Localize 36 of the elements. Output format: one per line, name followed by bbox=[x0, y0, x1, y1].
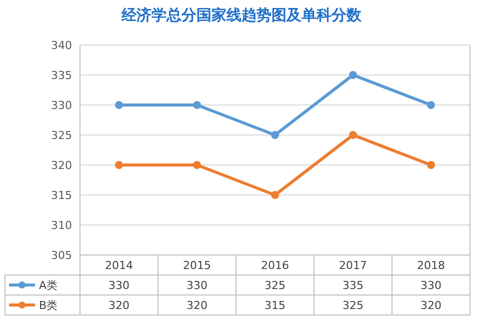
point bbox=[115, 101, 123, 109]
point bbox=[427, 101, 435, 109]
y-tick-label: 305 bbox=[51, 249, 72, 262]
data-label: 320 bbox=[186, 299, 208, 312]
x-tick-label: 2017 bbox=[339, 259, 367, 272]
x-tick-label: 2016 bbox=[261, 259, 289, 272]
data-label: 335 bbox=[342, 279, 364, 292]
x-tick-label: 2014 bbox=[105, 259, 133, 272]
point bbox=[193, 161, 201, 169]
point bbox=[271, 131, 279, 139]
data-label: 330 bbox=[420, 279, 442, 292]
data-label: 330 bbox=[186, 279, 208, 292]
legend-label: B类 bbox=[39, 299, 58, 312]
legend-label: A类 bbox=[39, 279, 58, 292]
point bbox=[349, 71, 357, 79]
y-tick-label: 330 bbox=[51, 99, 72, 112]
y-tick-label: 325 bbox=[51, 129, 72, 142]
data-label: 330 bbox=[108, 279, 130, 292]
y-tick-label: 310 bbox=[51, 219, 72, 232]
point bbox=[193, 101, 201, 109]
point bbox=[271, 191, 279, 199]
y-tick-label: 320 bbox=[51, 159, 72, 172]
y-tick-label: 340 bbox=[51, 39, 72, 52]
x-tick-label: 2015 bbox=[183, 259, 211, 272]
x-tick-label: 2018 bbox=[417, 259, 445, 272]
point bbox=[115, 161, 123, 169]
data-label: 320 bbox=[420, 299, 442, 312]
point bbox=[349, 131, 357, 139]
point bbox=[427, 161, 435, 169]
data-label: 325 bbox=[264, 279, 286, 292]
y-tick-label: 335 bbox=[51, 69, 72, 82]
chart-title: 经济学总分国家线趋势图及单科分数 bbox=[120, 6, 362, 24]
data-label: 325 bbox=[342, 299, 364, 312]
y-tick-label: 315 bbox=[51, 189, 72, 202]
data-label: 320 bbox=[108, 299, 130, 312]
data-label: 315 bbox=[264, 299, 286, 312]
